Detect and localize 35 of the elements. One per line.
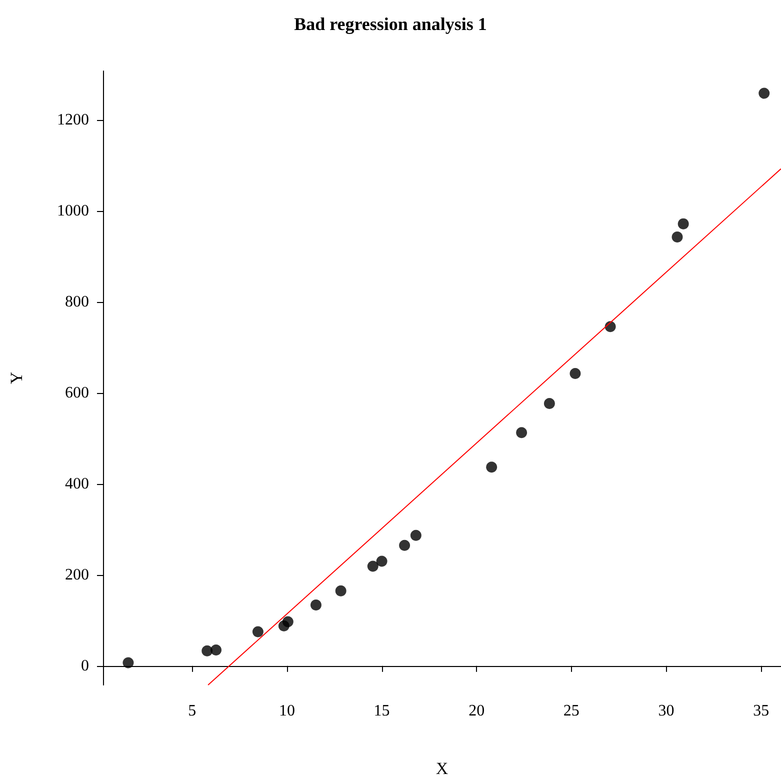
point bbox=[678, 218, 689, 230]
point bbox=[570, 368, 581, 379]
point bbox=[252, 626, 264, 638]
point bbox=[399, 540, 410, 551]
point bbox=[758, 88, 770, 99]
x-tick-label: 10 bbox=[278, 702, 295, 720]
point bbox=[335, 585, 346, 596]
y-tick-label: 1000 bbox=[57, 202, 89, 220]
point bbox=[367, 560, 378, 572]
point bbox=[486, 462, 498, 473]
x-tick-label: 35 bbox=[753, 702, 770, 720]
y-tick-label: 200 bbox=[65, 566, 89, 584]
point bbox=[672, 232, 683, 243]
point bbox=[376, 556, 388, 567]
point bbox=[282, 616, 294, 628]
point bbox=[410, 530, 422, 541]
y-tick-label: 800 bbox=[65, 294, 89, 311]
point bbox=[544, 398, 555, 409]
x-tick-label: 5 bbox=[188, 702, 196, 720]
point bbox=[516, 427, 528, 438]
chart-title: Bad regression analysis 1 bbox=[294, 14, 487, 34]
y-tick-label: 600 bbox=[65, 384, 89, 402]
x-tick-label: 15 bbox=[374, 702, 390, 720]
point bbox=[210, 644, 222, 656]
x-tick-label: 20 bbox=[468, 702, 485, 720]
y-tick-label: 0 bbox=[81, 657, 89, 674]
x-tick-label: 30 bbox=[658, 702, 674, 720]
point bbox=[202, 645, 213, 656]
point bbox=[122, 657, 134, 668]
x-tick-label: 25 bbox=[563, 702, 580, 720]
x-axis-title: X bbox=[436, 759, 448, 778]
y-tick-label: 1200 bbox=[57, 112, 89, 129]
point bbox=[310, 599, 322, 610]
y-tick-label: 400 bbox=[65, 475, 89, 492]
y-axis-title: Y bbox=[7, 372, 26, 384]
